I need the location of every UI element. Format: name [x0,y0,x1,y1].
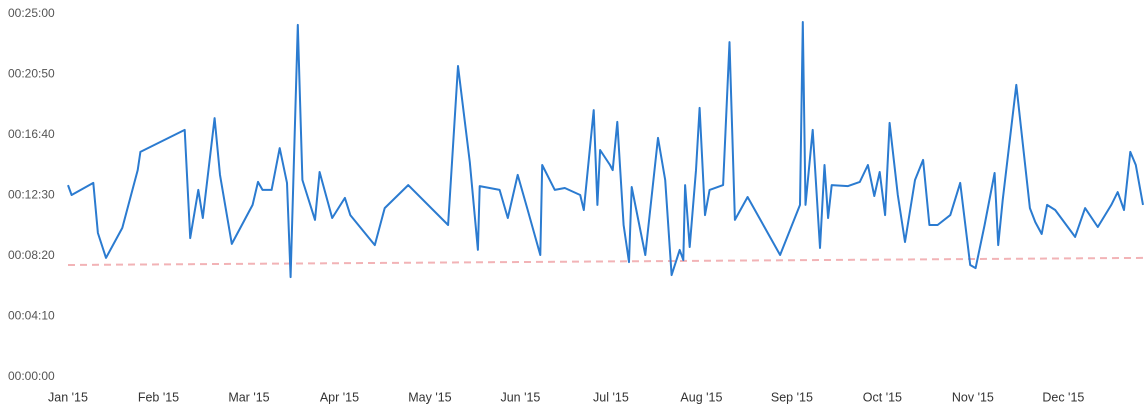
y-tick-label: 00:16:40 [8,127,55,141]
x-tick-label: Dec '15 [1042,390,1084,404]
y-tick-label: 00:20:50 [8,67,55,81]
y-tick-label: 00:12:30 [8,188,55,202]
y-tick-label: 00:00:00 [8,369,55,383]
x-tick-label: Nov '15 [952,390,994,404]
x-tick-label: Jul '15 [593,390,629,404]
x-tick-label: Aug '15 [680,390,722,404]
y-tick-label: 00:25:00 [8,6,55,20]
x-tick-label: May '15 [408,390,451,404]
x-tick-label: Feb '15 [138,390,179,404]
x-tick-label: Mar '15 [228,390,269,404]
y-tick-label: 00:04:10 [8,309,55,323]
x-tick-label: Jan '15 [48,390,88,404]
data-line [67,21,1144,279]
x-tick-label: Jun '15 [500,390,540,404]
y-tick-label: 00:08:20 [8,248,55,262]
x-tick-label: Oct '15 [863,390,902,404]
reference-line [67,256,1144,266]
x-tick-label: Sep '15 [771,390,813,404]
x-tick-label: Apr '15 [320,390,359,404]
